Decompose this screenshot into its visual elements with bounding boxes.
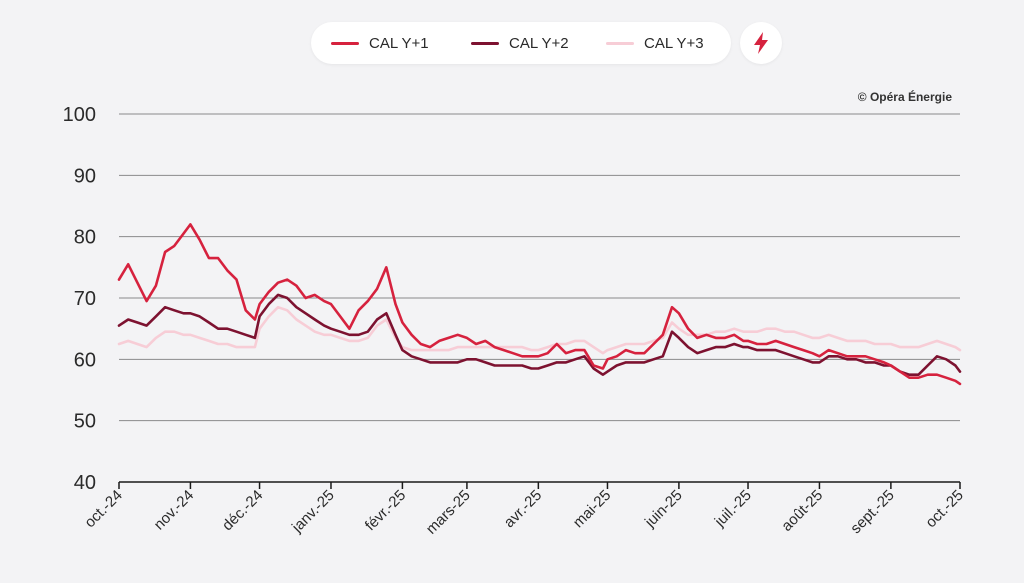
legend-label-cal-y3: CAL Y+3	[644, 34, 704, 52]
energy-button[interactable]	[740, 22, 782, 64]
y-tick-label: 40	[74, 472, 96, 494]
y-tick-label: 70	[74, 288, 96, 310]
lightning-bolt-icon	[754, 32, 768, 54]
legend-swatch-cal-y1	[331, 41, 359, 45]
x-tick-label: nov.-24	[151, 487, 198, 534]
x-tick-label: mai-25	[570, 487, 614, 531]
x-tick-label: juil.-25	[711, 487, 755, 531]
x-tick-label: janv.-25	[288, 487, 338, 537]
legend-label-cal-y1: CAL Y+1	[369, 34, 429, 52]
y-tick-label: 60	[74, 349, 96, 371]
x-tick-label: févr.-25	[362, 487, 409, 534]
x-tick-label: juin-25	[641, 487, 686, 532]
legend-label-cal-y2: CAL Y+2	[509, 34, 569, 52]
x-tick-label: mars-25	[423, 487, 474, 538]
x-tick-label: avr.-25	[501, 487, 545, 531]
y-tick-label: 100	[63, 104, 96, 126]
legend-item-cal-y1[interactable]: CAL Y+1	[331, 22, 429, 64]
copyright-text: © Opéra Énergie	[857, 90, 952, 104]
x-tick-label: déc.-24	[219, 487, 266, 534]
y-tick-label: 80	[74, 227, 96, 249]
x-tick-label: sept.-25	[847, 487, 897, 537]
series-line-cal-y-2	[117, 293, 962, 377]
y-tick-label: 90	[74, 165, 96, 187]
series-line-cal-y-1	[117, 223, 962, 386]
legend-swatch-cal-y2	[471, 41, 499, 45]
legend-swatch-cal-y3	[606, 41, 634, 45]
y-tick-label: 50	[74, 411, 96, 433]
x-tick-label: oct.-25	[922, 487, 966, 531]
legend-item-cal-y3[interactable]: CAL Y+3	[606, 22, 704, 64]
series-line-cal-y-3	[117, 305, 962, 355]
x-tick-label: août-25	[778, 487, 826, 535]
legend-item-cal-y2[interactable]: CAL Y+2	[471, 22, 569, 64]
chart-legend: CAL Y+1 CAL Y+2 CAL Y+3	[311, 22, 731, 64]
